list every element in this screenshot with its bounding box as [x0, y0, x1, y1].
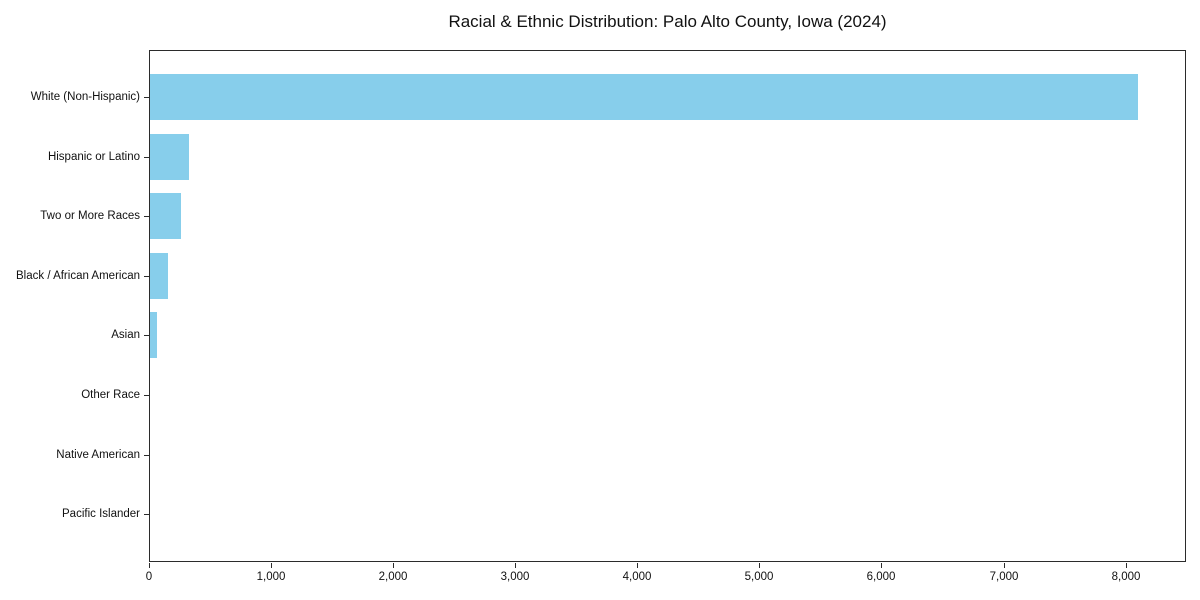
bar	[150, 134, 189, 180]
x-tick-label: 3,000	[500, 571, 530, 583]
x-tick-mark	[515, 563, 516, 568]
plot-area	[149, 50, 1186, 562]
y-axis-label: Other Race	[81, 389, 140, 401]
x-tick-mark	[881, 563, 882, 568]
x-tick-label: 0	[145, 571, 153, 583]
y-axis-label: Asian	[111, 329, 140, 341]
bar	[150, 312, 157, 358]
y-axis-label: White (Non-Hispanic)	[30, 91, 140, 103]
y-axis-label: Native American	[56, 449, 140, 461]
y-tick-mark	[144, 514, 149, 515]
y-tick-mark	[144, 455, 149, 456]
x-tick-mark	[149, 563, 150, 568]
x-tick-label: 7,000	[989, 571, 1019, 583]
y-tick-mark	[144, 216, 149, 217]
x-tick-mark	[271, 563, 272, 568]
y-tick-mark	[144, 157, 149, 158]
y-tick-mark	[144, 335, 149, 336]
x-tick-label: 2,000	[378, 571, 408, 583]
bar	[150, 253, 168, 299]
y-tick-mark	[144, 395, 149, 396]
x-tick-mark	[759, 563, 760, 568]
x-tick-mark	[393, 563, 394, 568]
x-tick-mark	[1004, 563, 1005, 568]
x-tick-mark	[637, 563, 638, 568]
x-tick-mark	[1126, 563, 1127, 568]
bar	[150, 74, 1138, 120]
chart-title: Racial & Ethnic Distribution: Palo Alto …	[448, 12, 887, 31]
y-axis-label: Pacific Islander	[62, 508, 140, 520]
x-tick-label: 5,000	[744, 571, 774, 583]
y-tick-mark	[144, 97, 149, 98]
y-tick-mark	[144, 276, 149, 277]
x-tick-label: 4,000	[622, 571, 652, 583]
y-axis-label: Hispanic or Latino	[47, 151, 140, 163]
bar	[150, 193, 182, 239]
x-tick-label: 6,000	[866, 571, 896, 583]
y-axis-label: Black / African American	[16, 270, 140, 282]
x-tick-label: 1,000	[256, 571, 286, 583]
x-tick-label: 8,000	[1111, 571, 1141, 583]
y-axis-label: Two or More Races	[40, 210, 140, 222]
